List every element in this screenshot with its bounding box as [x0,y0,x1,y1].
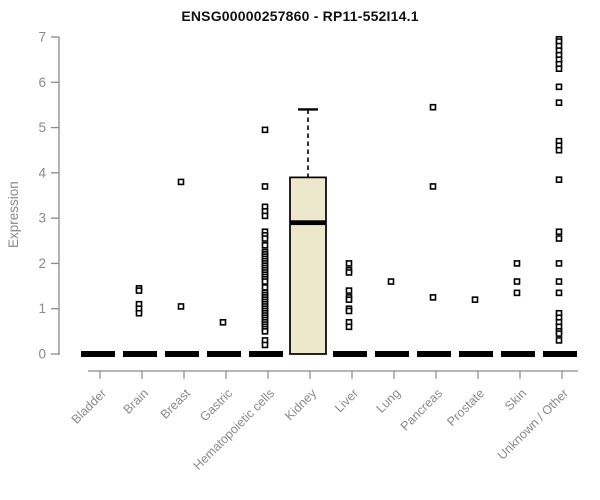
outlier-point [345,296,353,303]
y-tick-label: 5 [38,120,46,135]
outlier-point [555,337,563,344]
outlier-point [555,83,563,91]
category-label: Lung [374,386,404,416]
outlier-point [345,287,353,294]
outlier-point [261,235,269,242]
outlier-point [555,330,563,337]
outlier-point [261,284,269,291]
outlier-point [429,294,437,301]
category-label: Liver [332,386,361,415]
outlier-point [261,328,269,335]
zero-bar [249,351,283,357]
category-label: Breast [158,386,194,422]
outlier-point [345,307,353,315]
category-label: Hematopoietic cells [191,386,278,473]
outlier-point [513,289,521,297]
outlier-point [555,278,563,285]
outlier-point [345,269,353,276]
zero-bar [459,351,493,357]
zero-bar [417,351,451,357]
outlier-point [555,289,563,297]
outlier-point [261,126,269,134]
zero-bar [165,351,199,357]
outlier-point [345,260,353,267]
outlier-point [555,176,563,183]
chart-title: ENSG00000257860 - RP11-552I14.1 [181,8,419,24]
category-label: Kidney [282,386,319,423]
outlier-point [261,183,269,190]
category-label: Unknown / Other [495,386,571,462]
category-label: Bladder [69,386,109,426]
outlier-point [135,309,143,317]
outlier-point [261,242,269,249]
zero-bar [81,351,115,357]
outlier-point [513,260,521,267]
outlier-point [513,278,521,285]
outlier-point [387,278,395,285]
outlier-point [177,178,185,186]
y-tick-label: 4 [38,165,46,180]
y-tick-label: 3 [38,211,46,226]
box [289,176,327,355]
outlier-point [555,146,563,154]
median-line [290,220,326,226]
category-label: Skin [502,386,529,413]
outlier-point [219,318,227,326]
outlier-point [177,303,185,310]
zero-bar [501,351,535,357]
zero-bar [123,351,157,357]
outlier-point [429,183,437,190]
outlier-point [471,296,479,303]
outlier-point [555,260,563,267]
zero-bar [543,351,577,357]
outlier-point [261,341,269,349]
category-label: Brain [121,386,152,417]
zero-bar [375,351,409,357]
zero-bar [207,351,241,357]
zero-bar [333,351,367,357]
category-label: Pancreas [398,386,445,433]
y-tick-label: 7 [38,30,46,45]
outlier-point [555,99,563,106]
outlier-point [555,65,563,72]
outlier-point [345,323,353,331]
y-tick-label: 2 [38,256,46,271]
outlier-point [261,212,269,220]
y-tick-label: 0 [38,347,46,362]
outlier-point [429,103,437,111]
outlier-point [555,228,563,236]
category-label: Gastric [197,386,235,424]
y-tick-label: 1 [38,301,46,316]
outlier-point [555,235,563,242]
category-label: Prostate [444,386,487,429]
y-tick-label: 6 [38,75,46,90]
outlier-point [261,278,269,285]
outlier-point [135,287,143,294]
